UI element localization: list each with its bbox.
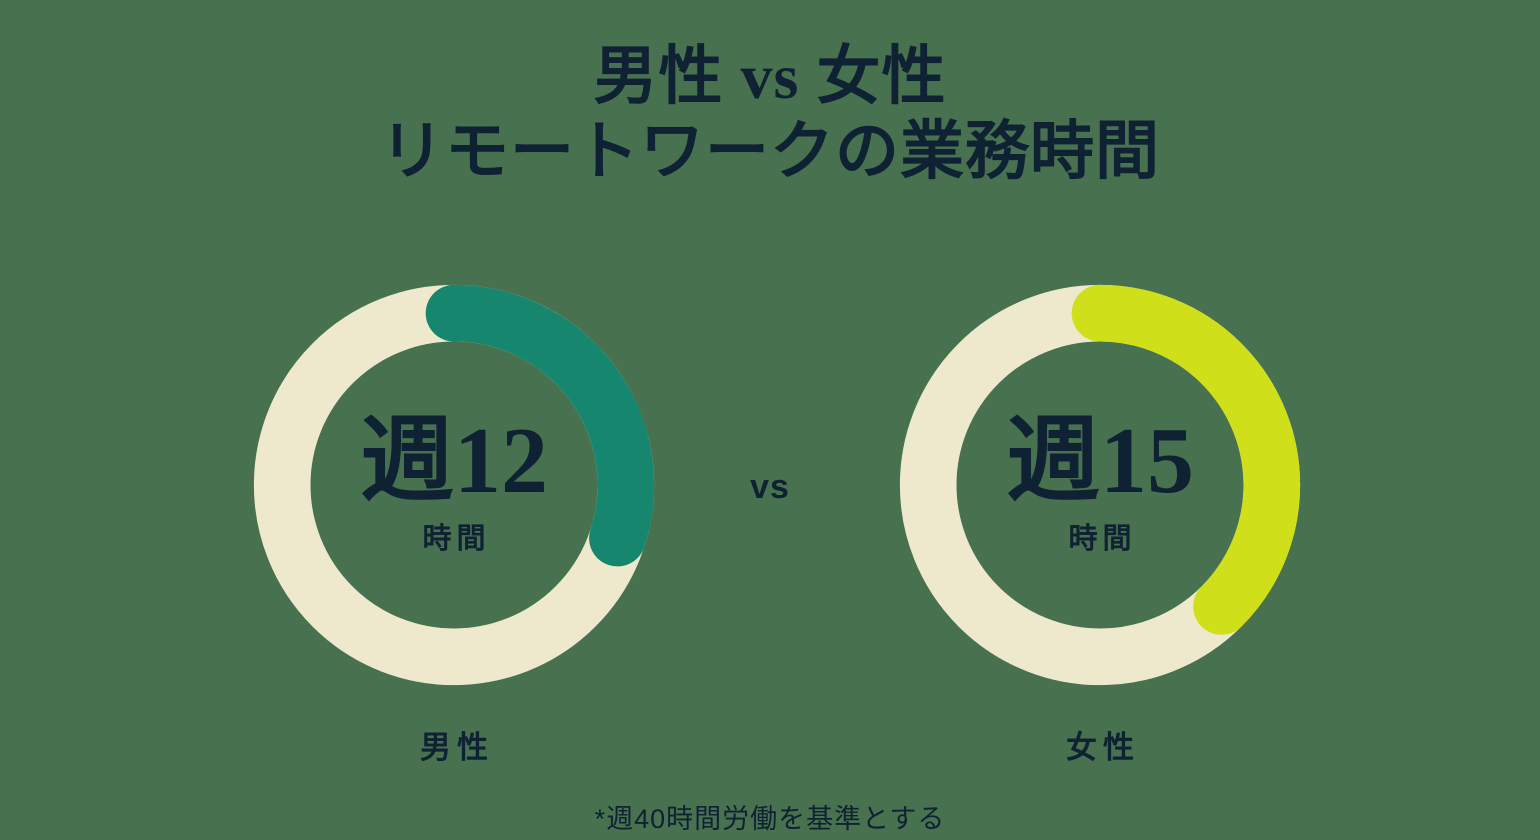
title-line-2: リモートワークの業務時間 (380, 115, 1160, 187)
donut-arc-female (1071, 284, 1301, 635)
male-label: 男性 (420, 730, 494, 765)
donut-chart-male: 週12 時間 (249, 280, 659, 690)
footnote: *週40時間労働を基準とする (594, 804, 946, 834)
page-title: 男性 vs 女性 リモートワークの業務時間 (0, 40, 1540, 190)
donut-chart-female: 週15 時間 (895, 280, 1305, 690)
donut-center-female: 週15 時間 (895, 280, 1305, 690)
female-hours-unit: 時間 (1068, 522, 1137, 555)
donut-svg-male (253, 284, 655, 686)
donut-arc-male (425, 284, 655, 567)
donut-svg-female (899, 284, 1301, 686)
female-hours-value: 週15 (1005, 408, 1194, 513)
title-line-1: 男性 vs 女性 (593, 41, 947, 112)
male-hours-value: 週12 (359, 408, 548, 513)
female-label: 女性 (1066, 730, 1140, 765)
donut-center-male: 週12 時間 (249, 280, 659, 690)
vs-divider: vs (750, 468, 790, 506)
male-hours-unit: 時間 (422, 522, 491, 555)
